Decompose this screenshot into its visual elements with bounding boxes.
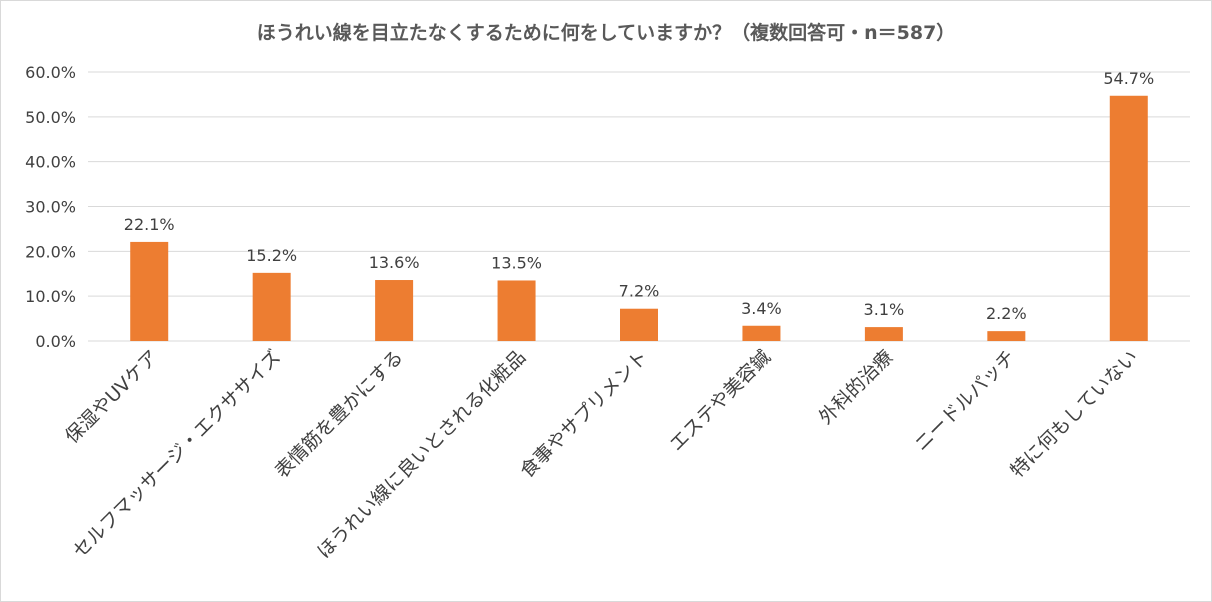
bar [252, 272, 291, 341]
data-label: 13.6% [369, 253, 420, 272]
data-label: 2.2% [986, 304, 1027, 323]
data-label: 54.7% [1103, 69, 1154, 88]
y-tick-label: 0.0% [35, 332, 76, 351]
y-tick-label: 40.0% [25, 153, 76, 172]
bar [864, 327, 903, 341]
data-label: 13.5% [491, 253, 542, 272]
bar [375, 280, 414, 341]
bar [620, 308, 658, 341]
bar [1109, 95, 1148, 342]
data-label: 7.2% [619, 282, 660, 301]
category-label: 保湿やUVケア [61, 346, 163, 448]
bar [742, 325, 781, 341]
chart-title: ほうれい線を目立たなくするために何をしていますか？（複数回答可・n＝587） [256, 22, 956, 44]
y-tick-label: 50.0% [25, 108, 76, 127]
y-tick-label: 10.0% [25, 287, 76, 306]
data-label: 22.1% [124, 215, 175, 234]
data-label: 3.4% [741, 299, 782, 318]
y-tick-label: 60.0% [25, 63, 76, 82]
bar [987, 331, 1026, 341]
category-label: 特に何もしていない [1006, 346, 1142, 482]
category-label: 表情筋を豊かにする [271, 346, 408, 483]
category-label: 外科的治療 [815, 346, 898, 429]
bar [130, 241, 169, 341]
category-label: ニードルパッチ [910, 346, 1020, 456]
category-label: 食事やサプリメント [516, 346, 652, 482]
y-tick-label: 30.0% [25, 198, 76, 217]
category-label: セルフマッサージ・エクササイズ [69, 346, 285, 562]
category-label: エステや美容鍼 [665, 346, 775, 456]
data-label: 15.2% [246, 246, 297, 265]
y-tick-label: 20.0% [25, 242, 76, 261]
category-label: ほうれい線に良いとされる化粧品 [313, 346, 530, 563]
bar [497, 280, 536, 341]
data-label: 3.1% [864, 300, 905, 319]
